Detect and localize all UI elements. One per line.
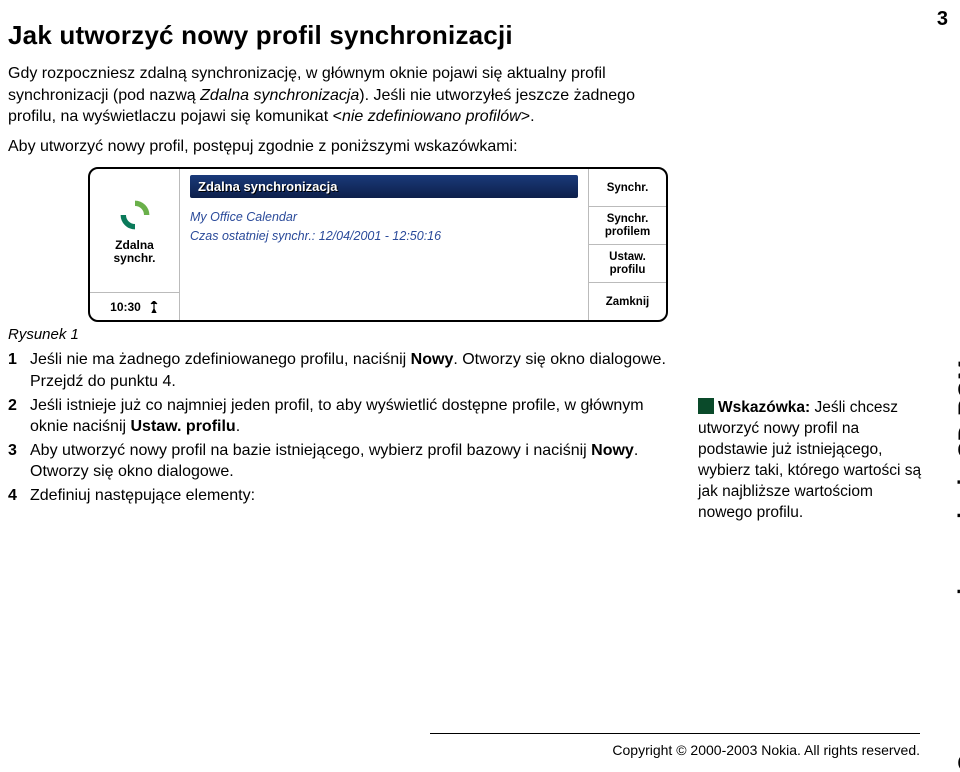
steps-list: Jeśli nie ma żadnego zdefiniowanego prof… (8, 349, 668, 506)
device-right-panel: Synchr. Synchr.profilem Ustaw.profilu Za… (588, 169, 666, 320)
step-1: Jeśli nie ma żadnego zdefiniowanego prof… (8, 349, 668, 392)
btn3-l2: profilu (610, 264, 646, 276)
main-column: Jak utworzyć nowy profil synchronizacji … (8, 20, 693, 524)
intro-italic-1: Zdalna synchronizacja (200, 87, 359, 104)
tip-box: Wskazówka: Jeśli chcesz utworzyć nowy pr… (698, 398, 930, 524)
page-number: 3 (937, 8, 948, 31)
s3a: Aby utworzyć nowy profil na bazie istnie… (30, 442, 591, 459)
device-titlebar: Zdalna synchronizacja (190, 175, 578, 198)
footer-rule (430, 733, 920, 734)
btn2-l2: profilem (605, 226, 650, 238)
left-label-1: Zdalna (115, 238, 154, 252)
device-btn-settings[interactable]: Ustaw.profilu (589, 245, 666, 283)
tip-label: Wskazówka: (718, 399, 810, 416)
s3b: Nowy (591, 442, 634, 459)
intro-paragraph-2: Aby utworzyć nowy profil, postępuj zgodn… (8, 136, 668, 158)
btn2-wrap: Synchr.profilem (605, 213, 650, 238)
device-statusbar: 10:30 (90, 292, 179, 320)
device-btn-sync[interactable]: Synchr. (589, 169, 666, 207)
device-line-1: My Office Calendar (190, 208, 578, 227)
btn2-l1: Synchr. (607, 213, 649, 225)
device-btn-close[interactable]: Zamknij (589, 283, 666, 320)
sync-logo-icon (117, 197, 153, 233)
section-title-vertical: Oprogramowanie na płycie CD-ROM (954, 360, 960, 772)
device-left-label: Zdalna synchr. (113, 239, 155, 265)
s2c: . (236, 418, 240, 435)
left-label-2: synchr. (113, 251, 155, 265)
tip-icon (698, 398, 714, 414)
s1b: Nowy (411, 351, 454, 368)
signal-icon (149, 301, 159, 313)
btn3-wrap: Ustaw.profilu (609, 251, 646, 276)
s2b: Ustaw. profilu (131, 418, 236, 435)
btn3-l1: Ustaw. (609, 251, 646, 263)
device-center-panel: Zdalna synchronizacja My Office Calendar… (180, 169, 588, 320)
page-heading: Jak utworzyć nowy profil synchronizacji (8, 20, 668, 51)
step-2: Jeśli istnieje już co najmniej jeden pro… (8, 395, 668, 438)
device-left-top: Zdalna synchr. (90, 169, 179, 292)
footer-copyright: Copyright © 2000-2003 Nokia. All rights … (612, 742, 920, 758)
intro-paragraph-1: Gdy rozpoczniesz zdalną synchronizację, … (8, 63, 668, 128)
device-left-panel: Zdalna synchr. 10:30 (90, 169, 180, 320)
device-line-2: Czas ostatniej synchr.: 12/04/2001 - 12:… (190, 227, 578, 246)
s1a: Jeśli nie ma żadnego zdefiniowanego prof… (30, 351, 411, 368)
device-btn-sync-profile[interactable]: Synchr.profilem (589, 207, 666, 245)
clock-text: 10:30 (110, 300, 141, 314)
figure-caption: Rysunek 1 (8, 326, 668, 343)
side-column: Wskazówka: Jeśli chcesz utworzyć nowy pr… (693, 20, 930, 524)
step-3: Aby utworzyć nowy profil na bazie istnie… (8, 440, 668, 483)
tip-text: Jeśli chcesz utworzyć nowy profil na pod… (698, 399, 921, 521)
intro-italic-2: nie zdefiniowano profilów (342, 108, 521, 125)
step-4: Zdefiniuj następujące elementy: (8, 485, 668, 507)
device-screenshot: Zdalna synchr. 10:30 Zdalna synchronizac… (88, 167, 668, 322)
s2a: Jeśli istnieje już co najmniej jeden pro… (30, 397, 644, 436)
figure-wrap: Zdalna synchr. 10:30 Zdalna synchronizac… (8, 167, 668, 343)
intro-text-c: >. (521, 108, 535, 125)
